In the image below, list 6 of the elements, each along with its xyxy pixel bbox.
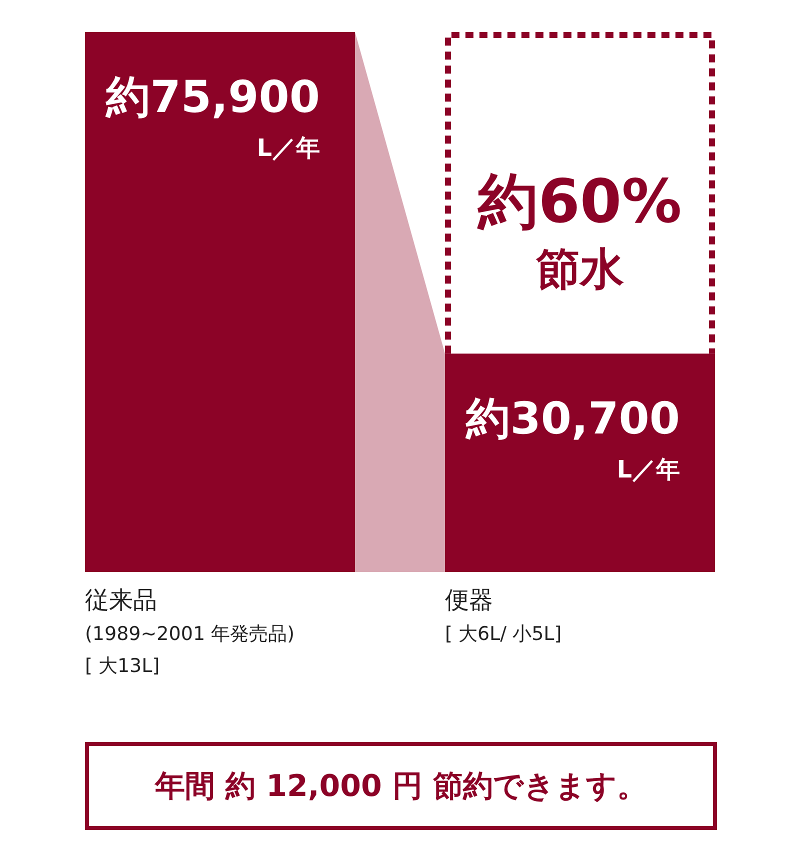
x-tick-label: 従来品 (1989~2001 年発売品) [ 大13L] bbox=[85, 586, 294, 677]
data-label: 約30,700 L／年 bbox=[465, 394, 680, 484]
annotation: 約60% 節水 bbox=[477, 167, 682, 295]
text: 年間 約 12,000 円 節約できます。 bbox=[85, 742, 717, 830]
x-tick-label: 便器 [ 大6L/ 小5L] bbox=[445, 586, 562, 645]
data-label: 約75,900 L／年 bbox=[105, 72, 320, 162]
